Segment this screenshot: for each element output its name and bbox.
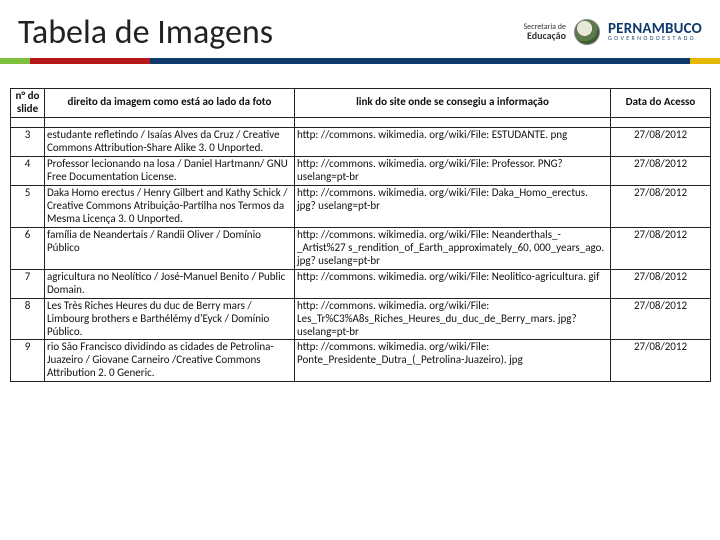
cell-slide: 4 [11,156,45,185]
cell-link: http: //commons. wikimedia. org/wiki/Fil… [295,156,611,185]
cell-direito: Professor lecionando na losa / Daniel Ha… [45,156,295,185]
col-header-slide: n° do slide [11,89,45,118]
cell-link: http: //commons. wikimedia. org/wiki/Fil… [295,269,611,298]
cell-slide: 3 [11,127,45,156]
col-header-direito: direito da imagem como está ao lado da f… [45,89,295,118]
cell-link: http: //commons. wikimedia. org/wiki/Fil… [295,227,611,269]
table-blank-row [11,117,711,127]
cell-link: http: //commons. wikimedia. org/wiki/Fil… [295,298,611,340]
table-row: 4Professor lecionando na losa / Daniel H… [11,156,711,185]
table-row: 7agricultura no Neolítico / José-Manuel … [11,269,711,298]
cell-slide: 9 [11,340,45,382]
cell-link: http: //commons. wikimedia. org/wiki/Fil… [295,340,611,382]
logo-area: Secretaria de Educação PERNAMBUCO G O V … [523,19,702,45]
cell-direito: rio São Francisco dividindo as cidades d… [45,340,295,382]
cell-slide: 6 [11,227,45,269]
cell-data: 27/08/2012 [611,340,711,382]
cell-data: 27/08/2012 [611,185,711,227]
col-header-link: link do site onde se consegiu a informaç… [295,89,611,118]
cell-data: 27/08/2012 [611,127,711,156]
cell-direito: estudante refletindo / Isaías Alves da C… [45,127,295,156]
logo-pe-small: G O V E R N O D O E S T A D O [608,36,702,41]
table-row: 6família de Neandertais / Randii Oliver … [11,227,711,269]
cell-data: 27/08/2012 [611,227,711,269]
logo-pernambuco: PERNAMBUCO G O V E R N O D O E S T A D O [608,23,702,42]
cell-direito: agricultura no Neolítico / José-Manuel B… [45,269,295,298]
header: Tabela de Imagens Secretaria de Educação… [0,0,720,56]
table-header-row: n° do slide direito da imagem como está … [11,89,711,118]
col-header-data: Data do Acesso [611,89,711,118]
logo-edu-line2: Educação [523,31,566,42]
crest-icon [574,19,600,45]
page-title: Tabela de Imagens [18,12,273,53]
cell-data: 27/08/2012 [611,298,711,340]
table-row: 8Les Très Riches Heures du duc de Berry … [11,298,711,340]
cell-direito: Daka Homo erectus / Henry Gilbert and Ka… [45,185,295,227]
color-stripe [0,58,720,64]
cell-slide: 5 [11,185,45,227]
cell-direito: família de Neandertais / Randii Oliver /… [45,227,295,269]
images-table: n° do slide direito da imagem como está … [10,88,711,382]
logo-educacao: Secretaria de Educação [523,23,566,42]
cell-data: 27/08/2012 [611,269,711,298]
cell-link: http: //commons. wikimedia. org/wiki/Fil… [295,185,611,227]
cell-slide: 7 [11,269,45,298]
cell-data: 27/08/2012 [611,156,711,185]
table-row: 9rio São Francisco dividindo as cidades … [11,340,711,382]
cell-slide: 8 [11,298,45,340]
cell-direito: Les Très Riches Heures du duc de Berry m… [45,298,295,340]
table-row: 3estudante refletindo / Isaías Alves da … [11,127,711,156]
cell-link: http: //commons. wikimedia. org/wiki/Fil… [295,127,611,156]
table-row: 5Daka Homo erectus / Henry Gilbert and K… [11,185,711,227]
